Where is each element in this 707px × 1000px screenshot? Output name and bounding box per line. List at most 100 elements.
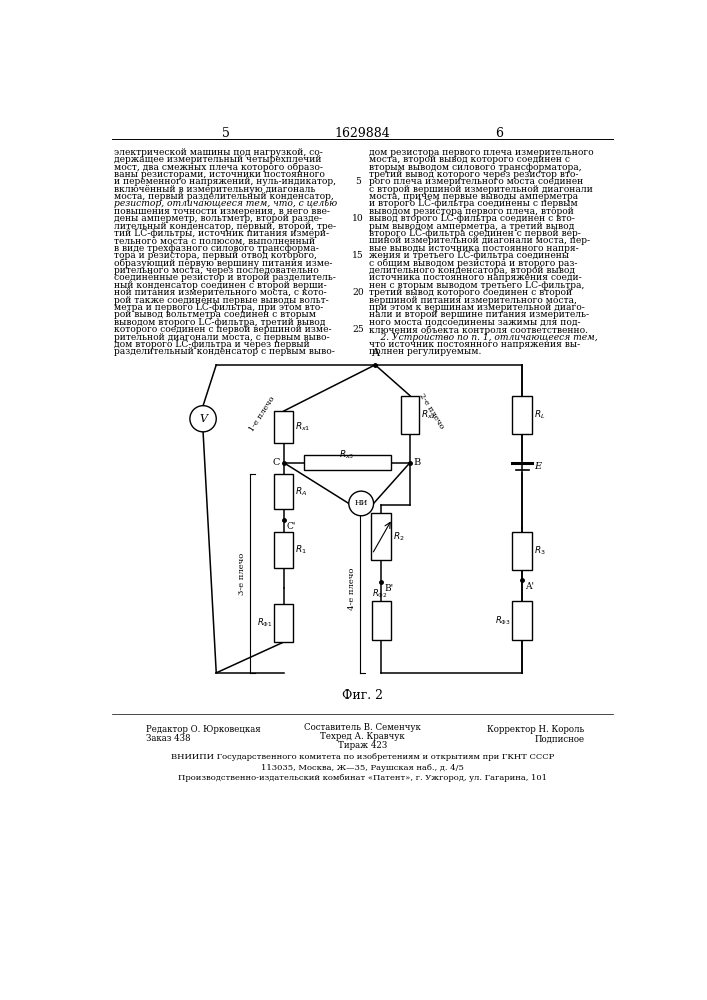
Text: $R_{\Phi3}$: $R_{\Phi3}$ [495, 614, 510, 627]
Text: 5: 5 [355, 177, 361, 186]
Text: резистор, отличающееся тем, что, с целью: резистор, отличающееся тем, что, с целью [114, 199, 337, 208]
Text: рого плеча измерительного моста соединен: рого плеча измерительного моста соединен [369, 177, 583, 186]
Text: 10: 10 [352, 214, 364, 223]
Text: Корректор Н. Король: Корректор Н. Король [487, 725, 585, 734]
Text: НИ: НИ [354, 499, 368, 507]
Text: $R_3$: $R_3$ [534, 545, 546, 557]
Text: 15: 15 [352, 251, 364, 260]
Text: 1-е плечо: 1-е плечо [247, 395, 276, 433]
Text: третий вывод которого через резистор вто-: третий вывод которого через резистор вто… [369, 170, 578, 179]
Text: дены амперметр, вольтметр, второй разде-: дены амперметр, вольтметр, второй разде- [114, 214, 322, 223]
Text: с общим выводом резистора и второго раз-: с общим выводом резистора и второго раз- [369, 259, 578, 268]
Text: $R_{x3}$: $R_{x3}$ [339, 449, 355, 461]
Text: 4-е плечо: 4-е плечо [348, 568, 356, 610]
Text: дом резистора первого плеча измерительного: дом резистора первого плеча измерительно… [369, 148, 594, 157]
Text: моста, первый разделительный конденсатор,: моста, первый разделительный конденсатор… [114, 192, 334, 201]
Text: ваны резисторами, источники постоянного: ваны резисторами, источники постоянного [114, 170, 325, 179]
Text: в виде трехфазного силового трансформа-: в виде трехфазного силового трансформа- [114, 244, 319, 253]
Text: ный конденсатор соединен с второй верши-: ный конденсатор соединен с второй верши- [114, 281, 327, 290]
Bar [513, 396, 532, 434]
Text: рительного моста, через последовательно: рительного моста, через последовательно [114, 266, 319, 275]
Text: источника постоянного напряжения соеди-: источника постоянного напряжения соеди- [369, 273, 582, 282]
Text: A': A' [525, 582, 534, 591]
Text: 2. Устройство по п. 1, отличающееся тем,: 2. Устройство по п. 1, отличающееся тем, [369, 333, 597, 342]
Text: $R_{\Phi1}$: $R_{\Phi1}$ [257, 617, 273, 629]
Text: тора и резистора, первый отвод которого,: тора и резистора, первый отвод которого, [114, 251, 317, 260]
Text: второго LC-фильтра соединен с первой вер-: второго LC-фильтра соединен с первой вер… [369, 229, 580, 238]
Text: третий вывод которого соединен с второй: третий вывод которого соединен с второй [369, 288, 572, 297]
Text: C': C' [287, 522, 296, 531]
Circle shape [349, 491, 373, 516]
Text: 5: 5 [221, 127, 230, 140]
Bar [513, 532, 532, 570]
Text: метра и первого LC-фильтра, при этом вто-: метра и первого LC-фильтра, при этом вто… [114, 303, 323, 312]
Bar [274, 474, 293, 509]
Text: B': B' [385, 584, 394, 593]
Text: нали и второй вершине питания измеритель-: нали и второй вершине питания измеритель… [369, 310, 589, 319]
Text: вершиной питания измерительного моста,: вершиной питания измерительного моста, [369, 296, 577, 305]
Text: и переменного напряжений, нуль-индикатор,: и переменного напряжений, нуль-индикатор… [114, 177, 336, 186]
Text: выводом резистора первого плеча, второй: выводом резистора первого плеча, второй [369, 207, 574, 216]
Text: вывод второго LC-фильтра соединен с вто-: вывод второго LC-фильтра соединен с вто- [369, 214, 575, 223]
Text: $R_{\Phi2}$: $R_{\Phi2}$ [372, 587, 387, 600]
Text: Фиг. 2: Фиг. 2 [342, 689, 383, 702]
Circle shape [190, 406, 216, 432]
Text: Техред А. Кравчук: Техред А. Кравчук [320, 732, 405, 741]
Text: 20: 20 [352, 288, 364, 297]
Text: рой вывод вольтметра соединен с вторым: рой вывод вольтметра соединен с вторым [114, 310, 316, 319]
Bar [513, 601, 532, 640]
Text: разделительный конденсатор с первым выво-: разделительный конденсатор с первым выво… [114, 347, 335, 356]
Text: Составитель В. Семенчук: Составитель В. Семенчук [304, 723, 421, 732]
Bar [371, 513, 392, 560]
Text: Редактор О. Юрковецкая: Редактор О. Юрковецкая [146, 725, 262, 734]
Text: $R_{x2}$: $R_{x2}$ [421, 409, 436, 421]
Text: B: B [414, 458, 421, 467]
Text: при этом к вершинам измерительной диаго-: при этом к вершинам измерительной диаго- [369, 303, 585, 312]
Text: тий LC-фильтры, источник питания измери-: тий LC-фильтры, источник питания измери- [114, 229, 329, 238]
Text: моста, причем первые выводы амперметра: моста, причем первые выводы амперметра [369, 192, 578, 201]
Text: 25: 25 [352, 325, 364, 334]
Bar [372, 601, 391, 640]
Text: 2-е плечо: 2-е плечо [417, 392, 445, 430]
Bar [274, 411, 293, 443]
Text: делительного конденсатора, второй вывод: делительного конденсатора, второй вывод [369, 266, 575, 275]
Text: что источник постоянного напряжения вы-: что источник постоянного напряжения вы- [369, 340, 580, 349]
Bar [274, 604, 293, 642]
Text: соединённые резистор и второй разделитель-: соединённые резистор и второй разделител… [114, 273, 336, 282]
Text: тельного моста с полюсом, выполненный: тельного моста с полюсом, выполненный [114, 236, 315, 245]
Text: Подписное: Подписное [534, 734, 585, 743]
Text: жения и третьего LC-фильтра соединены: жения и третьего LC-фильтра соединены [369, 251, 569, 260]
Text: рой также соединены первые выводы вольт-: рой также соединены первые выводы вольт- [114, 296, 329, 305]
Text: $R_A$: $R_A$ [295, 485, 307, 498]
Text: электрической машины под нагрузкой, со-: электрической машины под нагрузкой, со- [114, 148, 323, 157]
Text: Заказ 438: Заказ 438 [146, 734, 191, 743]
Text: вторым выводом силового трансформатора,: вторым выводом силового трансформатора, [369, 163, 582, 172]
Text: с второй вершиной измерительной диагонали: с второй вершиной измерительной диагонал… [369, 185, 592, 194]
Text: A: A [371, 348, 379, 358]
Text: $R_{x1}$: $R_{x1}$ [295, 421, 310, 433]
Text: ВНИИПИ Государственного комитета по изобретениям и открытиям при ГКНТ СССР: ВНИИПИ Государственного комитета по изоб… [171, 753, 554, 761]
Text: 3-е плечо: 3-е плечо [238, 552, 246, 595]
Bar [401, 396, 419, 434]
Text: Тираж 423: Тираж 423 [338, 741, 387, 750]
Text: рым выводом амперметра, а третий вывод: рым выводом амперметра, а третий вывод [369, 222, 574, 231]
Text: E: E [534, 462, 541, 471]
Text: которого соединен с первой вершиной изме-: которого соединен с первой вершиной изме… [114, 325, 332, 334]
Text: ной питания измерительного моста, с кото-: ной питания измерительного моста, с кото… [114, 288, 327, 297]
Text: шиной измерительной диагонали моста, пер-: шиной измерительной диагонали моста, пер… [369, 236, 590, 245]
Text: лительный конденсатор, первый, второй, тре-: лительный конденсатор, первый, второй, т… [114, 222, 336, 231]
Text: Производственно-издательский комбинат «Патент», г. Ужгород, ул. Гагарина, 101: Производственно-издательский комбинат «П… [178, 774, 547, 782]
Bar [304, 455, 391, 470]
Text: включённый в измерительную диагональ: включённый в измерительную диагональ [114, 185, 315, 194]
Text: нен с вторым выводом третьего LC-фильтра,: нен с вторым выводом третьего LC-фильтра… [369, 281, 584, 290]
Text: полнен регулируемым.: полнен регулируемым. [369, 347, 481, 356]
Text: держащее измерительный четырехплечий: держащее измерительный четырехплечий [114, 155, 322, 164]
Text: 1629884: 1629884 [335, 127, 390, 140]
Text: $R_2$: $R_2$ [393, 530, 404, 543]
Text: $R_L$: $R_L$ [534, 409, 545, 421]
Text: ключения объекта контроля соответственно.: ключения объекта контроля соответственно… [369, 325, 588, 335]
Text: мост, два смежных плеча которого образо-: мост, два смежных плеча которого образо- [114, 163, 323, 172]
Text: выводом второго LC-фильтра, третий вывод: выводом второго LC-фильтра, третий вывод [114, 318, 325, 327]
Text: 6: 6 [495, 127, 503, 140]
Bar [274, 532, 293, 568]
